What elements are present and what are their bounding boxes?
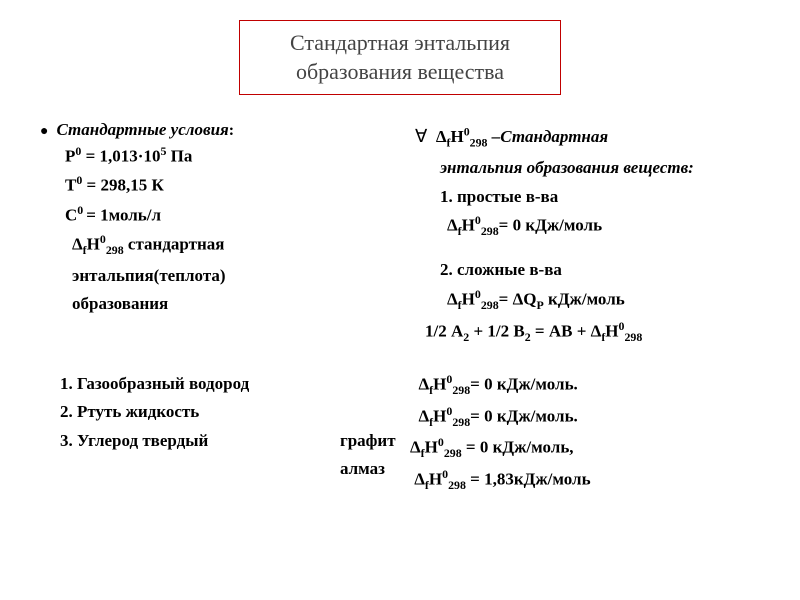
concentration-line: С0 = 1моль/л xyxy=(40,202,395,228)
enthalpy-formation-line: энтальпия образования веществ: xyxy=(415,155,770,181)
bullet-icon: ● xyxy=(40,124,48,140)
complex-substances: 2. сложные в-ва xyxy=(415,257,770,283)
colon: : xyxy=(229,122,234,139)
ex3-right: ΔfН0298 = 0 кДж/моль, xyxy=(410,434,770,463)
ex1-mid-empty xyxy=(340,371,410,397)
ex3-left: 3. Углерод твердый xyxy=(60,428,340,454)
title-line2: образования вещества xyxy=(290,58,510,87)
simple-substances: 1. простые в-ва xyxy=(415,184,770,210)
formation-label: образования xyxy=(40,291,395,317)
enthalpy-label: энтальпия(теплота) xyxy=(40,263,395,289)
examples-right: ΔfН0298= 0 кДж/моль. ΔfН0298= 0 кДж/моль… xyxy=(410,368,770,499)
ex1-left: 1. Газообразный водород xyxy=(60,371,340,397)
ex3-mid: графит xyxy=(340,428,410,454)
reaction-eq: 1/2 А2 + 1/2 В2 = АВ + ΔfН0298 xyxy=(415,318,770,347)
title-box: Стандартная энтальпия образования вещест… xyxy=(239,20,561,95)
std-cond-label: Стандартные условия xyxy=(56,120,228,139)
ex1-right: ΔfН0298= 0 кДж/моль. xyxy=(410,371,770,400)
left-column: ● Стандартные условия: Р0 = 1,013·105 Па… xyxy=(30,120,395,349)
temperature-line: Т0 = 298,15 К xyxy=(40,172,395,198)
right-column: ∀ ΔfН0298 –Стандартная энтальпия образов… xyxy=(415,120,770,349)
ex2-mid-empty xyxy=(340,399,410,425)
main-columns: ● Стандартные условия: Р0 = 1,013·105 Па… xyxy=(30,120,770,349)
simple-eq: ΔfН0298= 0 кДж/моль xyxy=(415,212,770,241)
examples-left: 1. Газообразный водород 2. Ртуть жидкост… xyxy=(30,368,340,499)
ex4-left-empty xyxy=(60,456,340,482)
ex2-left: 2. Ртуть жидкость xyxy=(60,399,340,425)
complex-eq: ΔfН0298= ΔQP кДж/моль xyxy=(415,286,770,315)
pressure-line: Р0 = 1,013·105 Па xyxy=(40,143,395,169)
delta-line: ΔfН0298 стандартная xyxy=(40,231,395,260)
forall-line: ∀ ΔfН0298 –Стандартная xyxy=(415,123,770,152)
ex4-right: ΔfН0298 = 1,83кДж/моль xyxy=(410,466,770,495)
title-line1: Стандартная энтальпия xyxy=(290,29,510,58)
ex2-right: ΔfН0298= 0 кДж/моль. xyxy=(410,403,770,432)
examples-section: 1. Газообразный водород 2. Ртуть жидкост… xyxy=(30,368,770,499)
ex4-mid: алмаз xyxy=(340,456,410,482)
std-conditions-header: ● Стандартные условия: xyxy=(40,120,395,140)
examples-mid: графит алмаз xyxy=(340,368,410,499)
